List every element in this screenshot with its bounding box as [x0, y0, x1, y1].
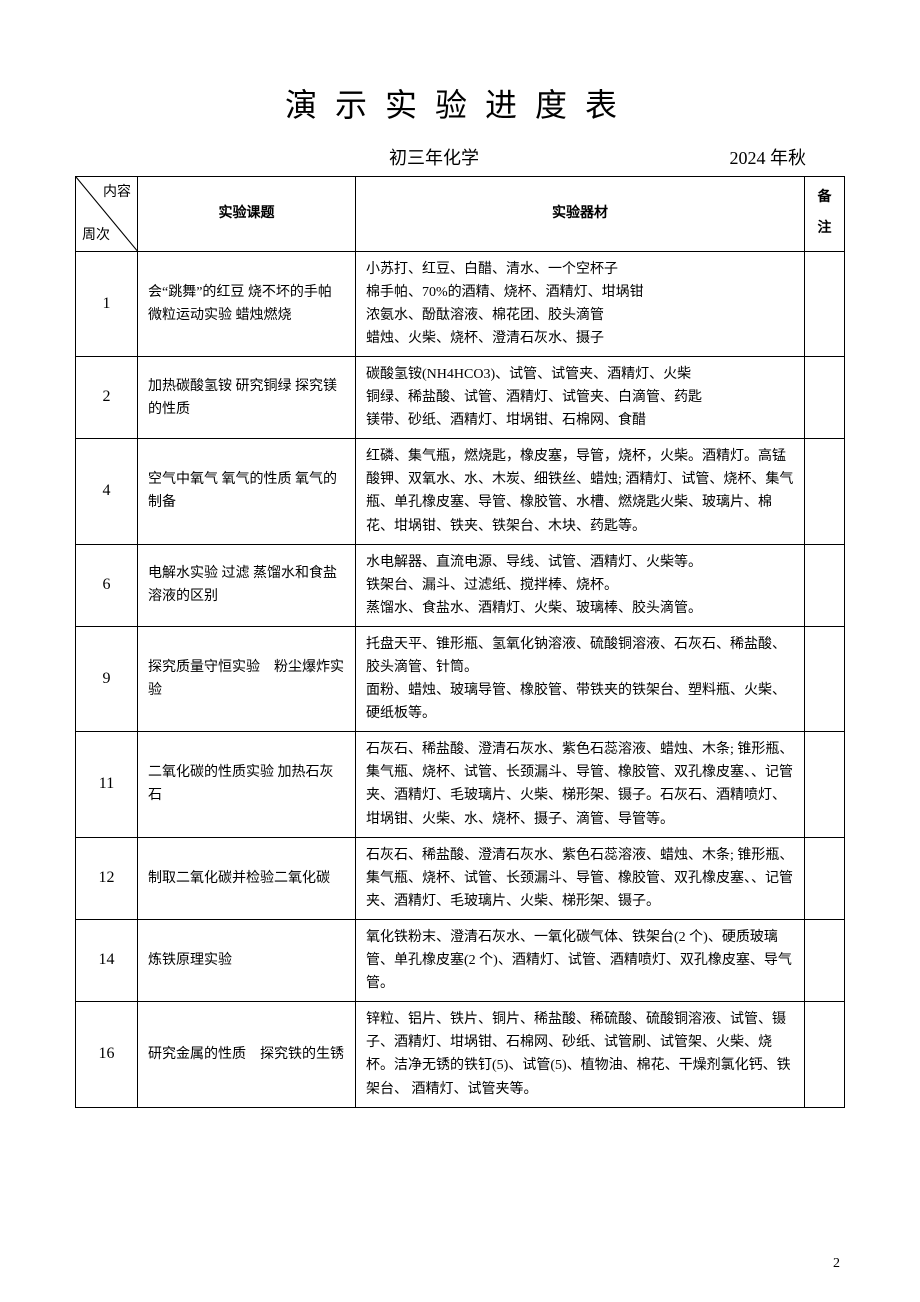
- equipment-cell: 石灰石、稀盐酸、澄清石灰水、紫色石蕊溶液、蜡烛、木条; 锥形瓶、集气瓶、烧杯、试…: [356, 732, 805, 837]
- header-week-label: 周次: [82, 224, 110, 247]
- topic-cell: 会“跳舞”的红豆 烧不坏的手帕微粒运动实验 蜡烛燃烧: [138, 251, 356, 356]
- week-cell: 6: [76, 544, 138, 626]
- subtitle-row: 初三年化学 2024 年秋: [75, 144, 845, 170]
- equipment-cell: 托盘天平、锥形瓶、氢氧化钠溶液、硫酸铜溶液、石灰石、稀盐酸、胶头滴管、针筒。面粉…: [356, 626, 805, 731]
- page-number: 2: [833, 1256, 840, 1272]
- week-cell: 14: [76, 919, 138, 1001]
- table-row: 9探究质量守恒实验 粉尘爆炸实验托盘天平、锥形瓶、氢氧化钠溶液、硫酸铜溶液、石灰…: [76, 626, 845, 731]
- table-row: 1会“跳舞”的红豆 烧不坏的手帕微粒运动实验 蜡烛燃烧小苏打、红豆、白醋、清水、…: [76, 251, 845, 356]
- table-row: 14炼铁原理实验氧化铁粉末、澄清石灰水、一氧化碳气体、铁架台(2 个)、硬质玻璃…: [76, 919, 845, 1001]
- topic-cell: 加热碳酸氢铵 研究铜绿 探究镁的性质: [138, 356, 356, 438]
- topic-cell: 空气中氧气 氧气的性质 氧气的制备: [138, 439, 356, 544]
- week-cell: 16: [76, 1002, 138, 1107]
- header-note: 备注: [805, 177, 845, 252]
- note-cell: [805, 356, 845, 438]
- equipment-cell: 水电解器、直流电源、导线、试管、酒精灯、火柴等。铁架台、漏斗、过滤纸、搅拌棒、烧…: [356, 544, 805, 626]
- topic-cell: 探究质量守恒实验 粉尘爆炸实验: [138, 626, 356, 731]
- header-equipment: 实验器材: [356, 177, 805, 252]
- equipment-cell: 石灰石、稀盐酸、澄清石灰水、紫色石蕊溶液、蜡烛、木条; 锥形瓶、集气瓶、烧杯、试…: [356, 837, 805, 919]
- note-cell: [805, 837, 845, 919]
- header-diagonal: 内容 周次: [76, 177, 138, 252]
- equipment-cell: 氧化铁粉末、澄清石灰水、一氧化碳气体、铁架台(2 个)、硬质玻璃管、单孔橡皮塞(…: [356, 919, 805, 1001]
- week-cell: 11: [76, 732, 138, 837]
- table-row: 2加热碳酸氢铵 研究铜绿 探究镁的性质碳酸氢铵(NH4HCO3)、试管、试管夹、…: [76, 356, 845, 438]
- header-content-label: 内容: [103, 181, 131, 204]
- page-title: 演示实验进度表: [75, 80, 845, 126]
- topic-cell: 制取二氧化碳并检验二氧化碳: [138, 837, 356, 919]
- table-row: 4空气中氧气 氧气的性质 氧气的制备红磷、集气瓶，燃烧匙，橡皮塞，导管，烧杯，火…: [76, 439, 845, 544]
- week-cell: 2: [76, 356, 138, 438]
- note-cell: [805, 439, 845, 544]
- week-cell: 1: [76, 251, 138, 356]
- table-row: 16研究金属的性质 探究铁的生锈锌粒、铝片、铁片、铜片、稀盐酸、稀硫酸、硫酸铜溶…: [76, 1002, 845, 1107]
- schedule-table: 内容 周次 实验课题 实验器材 备注 1会“跳舞”的红豆 烧不坏的手帕微粒运动实…: [75, 176, 845, 1108]
- table-row: 6电解水实验 过滤 蒸馏水和食盐溶液的区别水电解器、直流电源、导线、试管、酒精灯…: [76, 544, 845, 626]
- equipment-cell: 红磷、集气瓶，燃烧匙，橡皮塞，导管，烧杯，火柴。酒精灯。高锰酸钾、双氧水、水、木…: [356, 439, 805, 544]
- note-cell: [805, 919, 845, 1001]
- table-header-row: 内容 周次 实验课题 实验器材 备注: [76, 177, 845, 252]
- header-topic: 实验课题: [138, 177, 356, 252]
- note-cell: [805, 1002, 845, 1107]
- note-cell: [805, 732, 845, 837]
- note-cell: [805, 251, 845, 356]
- table-row: 12制取二氧化碳并检验二氧化碳石灰石、稀盐酸、澄清石灰水、紫色石蕊溶液、蜡烛、木…: [76, 837, 845, 919]
- equipment-cell: 锌粒、铝片、铁片、铜片、稀盐酸、稀硫酸、硫酸铜溶液、试管、镊子、酒精灯、坩埚钳、…: [356, 1002, 805, 1107]
- note-cell: [805, 626, 845, 731]
- note-cell: [805, 544, 845, 626]
- topic-cell: 电解水实验 过滤 蒸馏水和食盐溶液的区别: [138, 544, 356, 626]
- term-label: 2024 年秋: [730, 144, 807, 170]
- subject-label: 初三年化学: [389, 144, 479, 170]
- table-row: 11二氧化碳的性质实验 加热石灰石石灰石、稀盐酸、澄清石灰水、紫色石蕊溶液、蜡烛…: [76, 732, 845, 837]
- week-cell: 12: [76, 837, 138, 919]
- topic-cell: 二氧化碳的性质实验 加热石灰石: [138, 732, 356, 837]
- topic-cell: 研究金属的性质 探究铁的生锈: [138, 1002, 356, 1107]
- topic-cell: 炼铁原理实验: [138, 919, 356, 1001]
- week-cell: 9: [76, 626, 138, 731]
- week-cell: 4: [76, 439, 138, 544]
- equipment-cell: 碳酸氢铵(NH4HCO3)、试管、试管夹、酒精灯、火柴铜绿、稀盐酸、试管、酒精灯…: [356, 356, 805, 438]
- equipment-cell: 小苏打、红豆、白醋、清水、一个空杯子棉手帕、70%的酒精、烧杯、酒精灯、坩埚钳浓…: [356, 251, 805, 356]
